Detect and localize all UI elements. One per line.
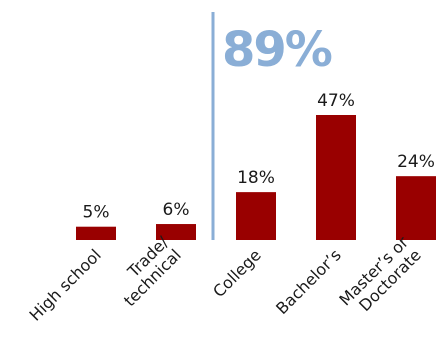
category-label-3: Bachelor’s xyxy=(272,245,345,318)
bar-0 xyxy=(76,226,116,240)
category-label-2: College xyxy=(209,245,265,301)
highlight-percentage: 89% xyxy=(222,22,332,78)
bar-4 xyxy=(396,176,436,240)
bars-group xyxy=(76,115,436,240)
value-label-1: 6% xyxy=(163,200,190,220)
bar-1 xyxy=(156,224,196,240)
category-label-0-line-0: High school xyxy=(26,245,105,324)
value-label-2: 18% xyxy=(237,168,275,188)
category-labels-group: High school Trade/technical College Bachelo… xyxy=(26,232,425,324)
category-label-1: Trade/technical xyxy=(107,232,185,310)
category-label-4: Master’s orDoctorate xyxy=(335,232,425,322)
value-labels-group: 5% 6% 18% 47% 24% xyxy=(83,91,435,223)
bar-2 xyxy=(236,192,276,240)
category-label-2-line-0: College xyxy=(209,245,265,301)
category-label-3-line-0: Bachelor’s xyxy=(272,245,345,318)
value-label-0: 5% xyxy=(83,203,110,223)
value-label-3: 47% xyxy=(317,91,355,111)
category-label-0: High school xyxy=(26,245,105,324)
value-label-4: 24% xyxy=(397,152,435,172)
bar-3 xyxy=(316,115,356,240)
